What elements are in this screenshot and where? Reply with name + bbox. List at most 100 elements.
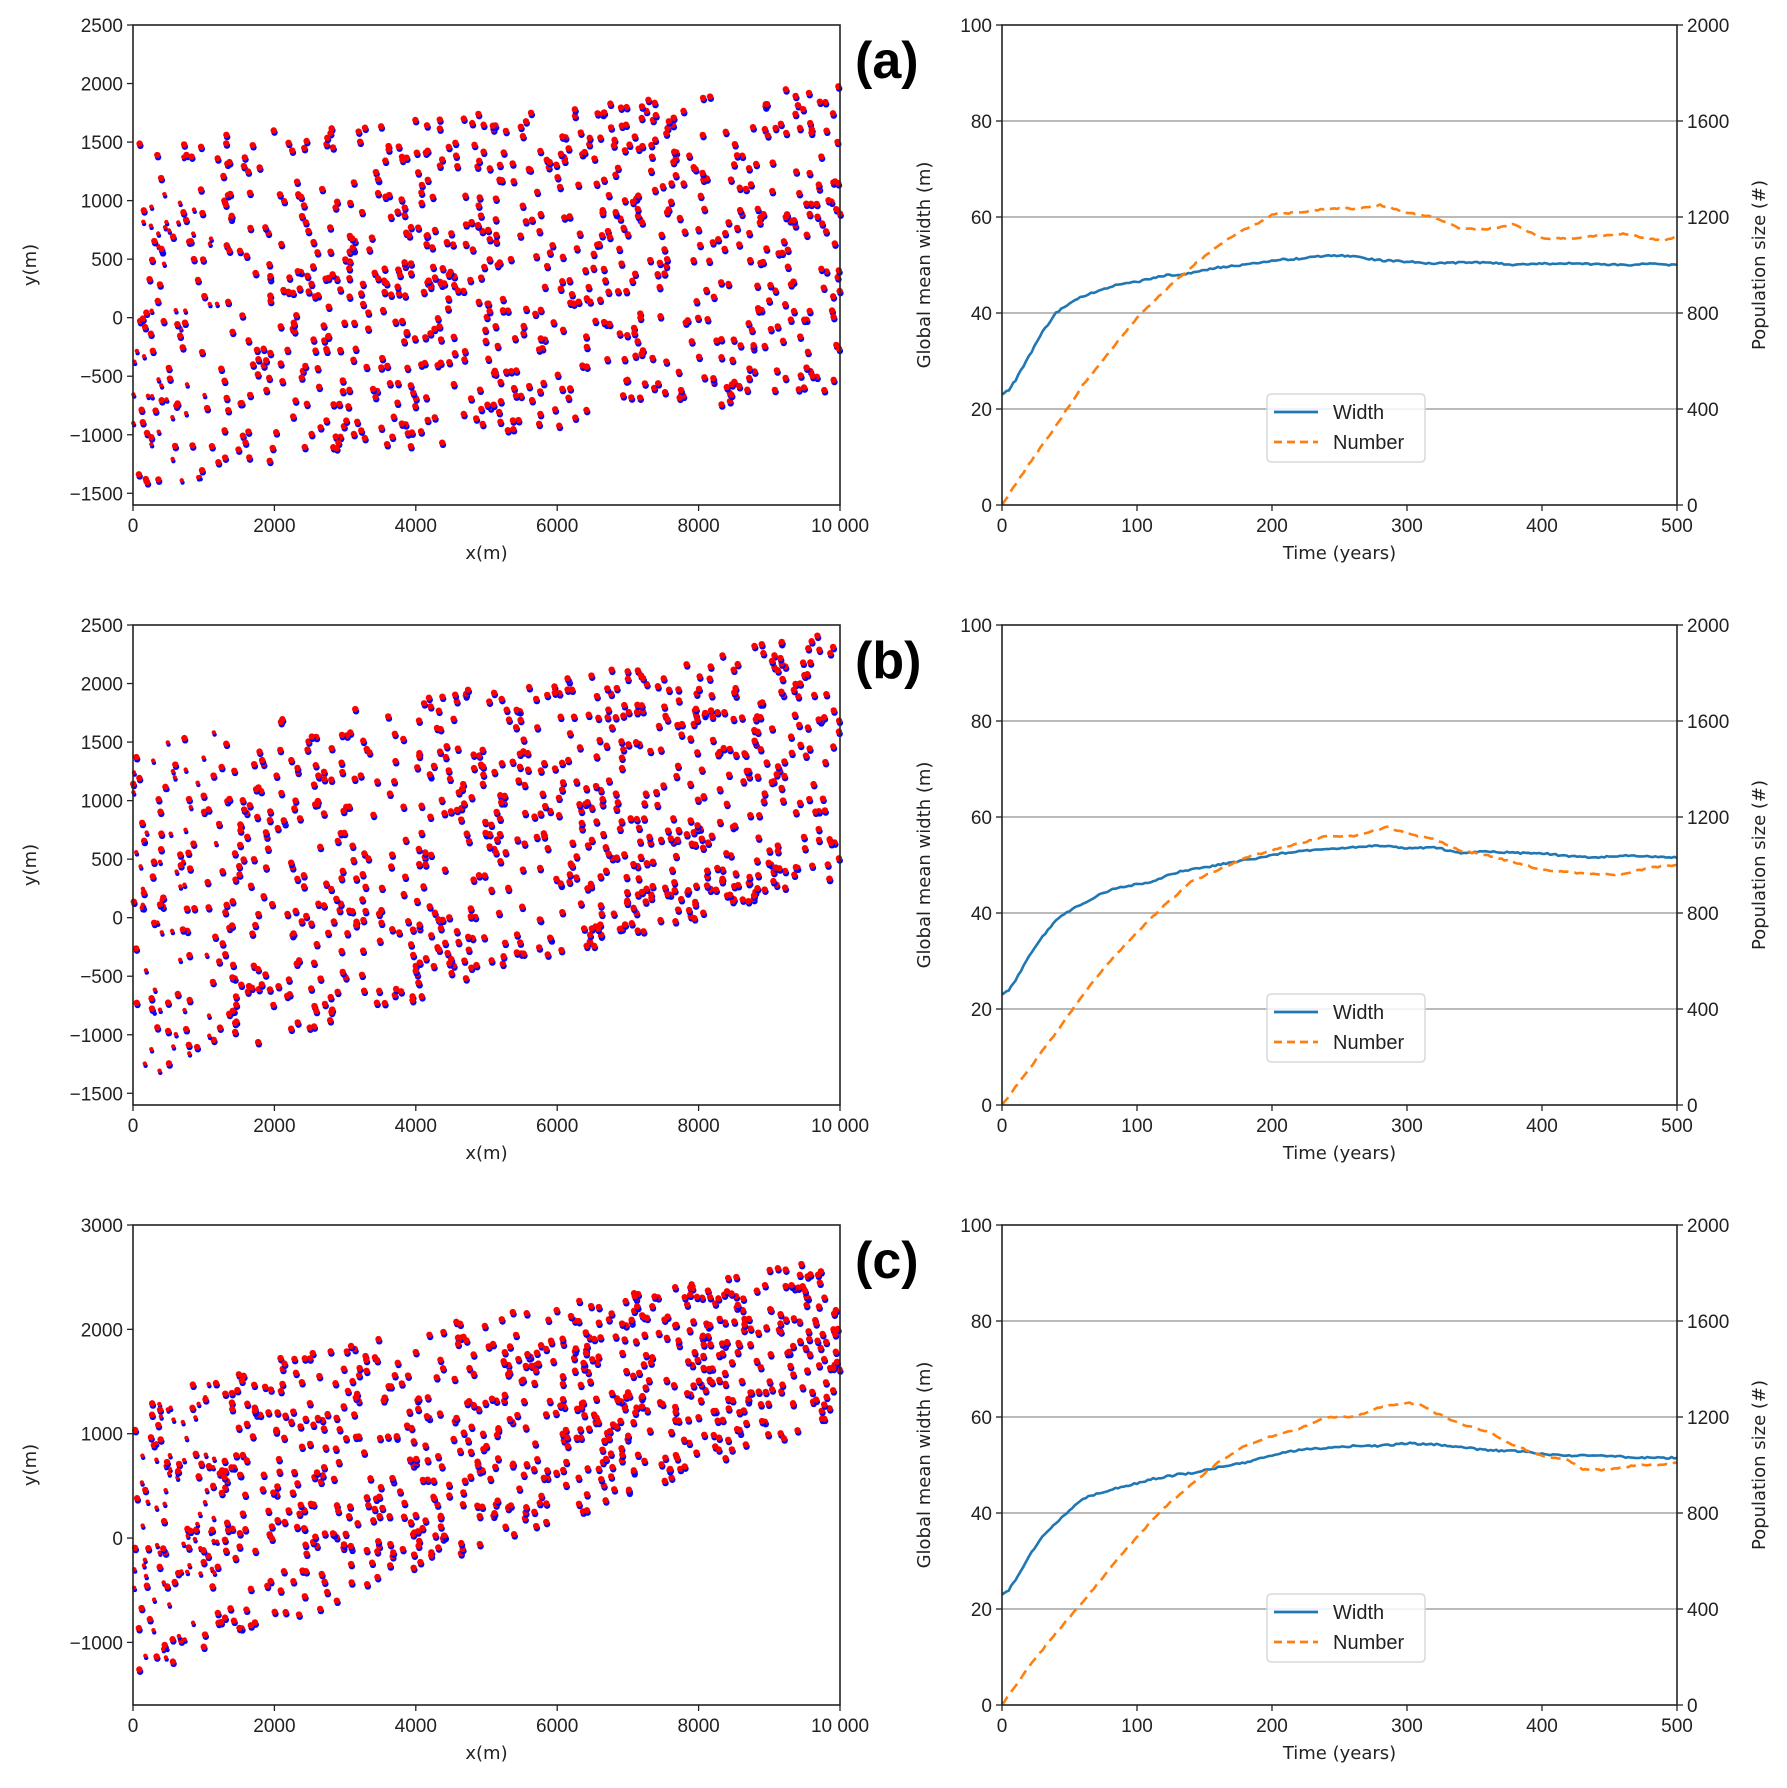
- scatter-point-red: [638, 219, 646, 226]
- scatter-point-red: [169, 233, 177, 240]
- scatter-point-red: [467, 1448, 475, 1455]
- x-tick-label: 4000: [395, 1116, 437, 1137]
- scatter-point-red: [517, 123, 524, 131]
- scatter-point-red: [486, 256, 493, 263]
- scatter-point-red: [422, 1442, 429, 1449]
- scatter-point-red: [535, 420, 543, 428]
- scatter-point-red: [436, 116, 443, 123]
- scatter-point-red: [564, 756, 572, 764]
- plot-frame: [132, 24, 841, 506]
- scatter-point-red: [345, 1512, 353, 1520]
- scatter-point-red: [715, 1295, 722, 1302]
- x-tick-label: 6000: [536, 516, 578, 537]
- scatter-point-red: [352, 922, 360, 929]
- scatter-point-red: [743, 767, 750, 775]
- scatter-point-red: [771, 652, 778, 659]
- scatter-point-red: [317, 975, 324, 982]
- scatter-point-red: [654, 380, 662, 387]
- scatter-point-red: [707, 1341, 714, 1348]
- scatter-point-red: [833, 1358, 841, 1365]
- scatter-point-red: [492, 849, 500, 856]
- scatter-point-red: [325, 333, 332, 340]
- scatter-point-red: [535, 1360, 542, 1367]
- scatter-point-red: [143, 1582, 151, 1589]
- scatter-point-red: [303, 400, 311, 408]
- scatter-point-red: [311, 293, 319, 300]
- scatter-point-red: [413, 149, 420, 156]
- scatter-point-red: [721, 245, 728, 253]
- scatter-point-red: [753, 1357, 760, 1365]
- scatter-point-red: [482, 337, 489, 345]
- scatter-point-red: [354, 418, 361, 426]
- scatter-point-red: [450, 715, 457, 723]
- scatter-point-red: [498, 695, 505, 703]
- scatter-point-red: [304, 746, 311, 753]
- scatter-point-red: [198, 1460, 205, 1467]
- scatter-point-red: [231, 1019, 239, 1027]
- scatter-point-red: [530, 1466, 538, 1473]
- scatter-point-red: [431, 414, 438, 421]
- scatter-point-red: [225, 1010, 233, 1018]
- scatter-point-red: [378, 364, 385, 371]
- scatter-point-red: [522, 118, 530, 125]
- scatter-point-red: [230, 1617, 238, 1624]
- scatter-point-red: [569, 839, 576, 846]
- scatter-point-red: [694, 314, 702, 321]
- scatter-point-red: [145, 1499, 150, 1504]
- scatter-point-red: [145, 393, 151, 398]
- scatter-point-red: [162, 224, 168, 230]
- scatter-point-red: [376, 937, 384, 944]
- scatter-point-red: [506, 1343, 514, 1350]
- scatter-point-red: [180, 141, 188, 148]
- scatter-point-red: [546, 249, 554, 256]
- scatter-point-red: [576, 744, 584, 751]
- scatter-point-red: [332, 1445, 340, 1452]
- scatter-point-red: [800, 316, 808, 323]
- scatter-point-red: [169, 928, 175, 934]
- scatter-point-red: [319, 1472, 326, 1479]
- scatter-point-red: [378, 424, 385, 431]
- scatter-point-red: [608, 666, 615, 673]
- scatter-point-red: [629, 198, 637, 206]
- scatter-point-red: [447, 808, 455, 815]
- scatter-point-red: [663, 209, 671, 216]
- scatter-point-red: [451, 691, 459, 698]
- scatter-point-red: [188, 804, 193, 810]
- scatter-point-red: [356, 138, 364, 145]
- scatter-point-red: [479, 780, 487, 788]
- x-axis-label: x(m): [465, 1143, 507, 1164]
- scatter-point-red: [632, 739, 640, 746]
- scatter-point-red: [501, 939, 509, 946]
- scatter-point-red: [657, 746, 665, 753]
- scatter-point-red: [187, 1562, 192, 1568]
- scatter-point-red: [782, 374, 789, 382]
- scatter-point-red: [246, 454, 253, 461]
- scatter-point-red: [410, 389, 417, 396]
- scatter-point-red: [660, 675, 667, 682]
- scatter-point-red: [606, 320, 613, 328]
- series-line-width: [1001, 844, 1678, 996]
- scatter-point-red: [186, 865, 194, 872]
- scatter-point-red: [605, 850, 612, 857]
- scatter-point-red: [289, 413, 297, 420]
- scatter-point-red: [294, 267, 301, 275]
- scatter-point-red: [687, 780, 694, 788]
- scatter-point-red: [605, 706, 612, 713]
- scatter-point-red: [656, 283, 663, 291]
- scatter-point-red: [731, 140, 739, 148]
- scatter-point-red: [167, 1466, 172, 1472]
- scatter-point-red: [198, 348, 206, 356]
- scatter-point-red: [709, 736, 717, 744]
- scatter-point-red: [696, 241, 704, 249]
- scatter-point-red: [513, 949, 520, 956]
- scatter-point-red: [140, 889, 148, 897]
- scatter-point-red: [532, 695, 540, 703]
- scatter-point-red: [510, 384, 518, 392]
- scatter-point-red: [708, 692, 715, 699]
- scatter-point-red: [341, 319, 348, 326]
- scatter-point-red: [424, 416, 431, 424]
- scatter-point-red: [344, 930, 351, 937]
- scatter-point-red: [467, 1473, 474, 1480]
- scatter-point-red: [235, 1424, 242, 1431]
- scatter-point-red: [706, 93, 714, 100]
